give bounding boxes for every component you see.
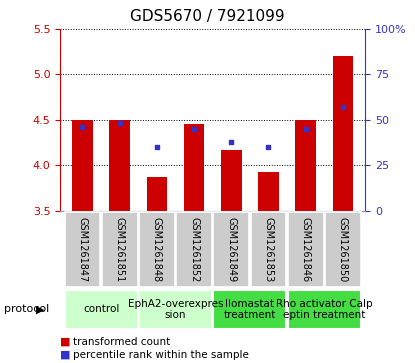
Point	[339, 104, 346, 110]
Text: EphA2-overexpres
sion: EphA2-overexpres sion	[128, 299, 223, 320]
Point	[191, 126, 198, 132]
Text: GSM1261846: GSM1261846	[301, 217, 311, 282]
Text: control: control	[83, 305, 119, 314]
Bar	[146, 177, 167, 211]
Bar	[288, 290, 361, 329]
Bar	[110, 120, 130, 211]
Text: GSM1261852: GSM1261852	[189, 217, 199, 282]
Bar	[102, 212, 137, 287]
Bar	[213, 212, 249, 287]
Text: ■: ■	[60, 337, 71, 347]
Bar	[288, 212, 324, 287]
Text: percentile rank within the sample: percentile rank within the sample	[73, 350, 249, 360]
Bar	[221, 150, 242, 211]
Point	[116, 121, 123, 126]
Bar	[333, 56, 353, 211]
Bar	[65, 212, 100, 287]
Text: GSM1261848: GSM1261848	[152, 217, 162, 282]
Text: GSM1261850: GSM1261850	[338, 217, 348, 282]
Text: ■: ■	[60, 350, 71, 360]
Text: GSM1261849: GSM1261849	[226, 217, 236, 282]
Bar	[251, 212, 286, 287]
Bar	[139, 290, 212, 329]
Text: GDS5670 / 7921099: GDS5670 / 7921099	[130, 9, 285, 24]
Text: GSM1261847: GSM1261847	[78, 217, 88, 282]
Point	[228, 139, 234, 144]
Point	[79, 124, 86, 130]
Text: Rho activator Calp
eptin treatment: Rho activator Calp eptin treatment	[276, 299, 373, 320]
Bar	[65, 290, 137, 329]
Point	[265, 144, 272, 150]
Point	[303, 126, 309, 132]
Bar	[139, 212, 175, 287]
Bar	[258, 172, 279, 211]
Bar	[184, 124, 204, 211]
Text: GSM1261851: GSM1261851	[115, 217, 124, 282]
Bar	[176, 212, 212, 287]
Text: GSM1261853: GSM1261853	[264, 217, 273, 282]
Bar	[295, 120, 316, 211]
Text: ▶: ▶	[37, 304, 45, 314]
Text: llomastat
treatment: llomastat treatment	[224, 299, 276, 320]
Bar	[213, 290, 286, 329]
Point	[154, 144, 160, 150]
Bar	[72, 120, 93, 211]
Text: transformed count: transformed count	[73, 337, 170, 347]
Bar	[325, 212, 361, 287]
Text: protocol: protocol	[4, 304, 49, 314]
